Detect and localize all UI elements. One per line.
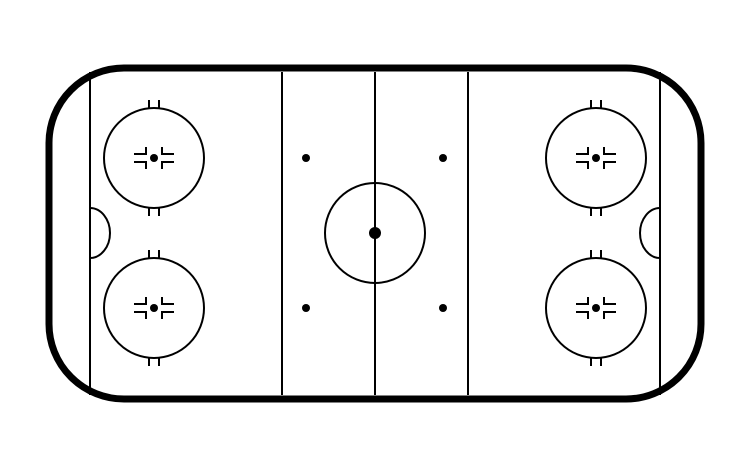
neutral-zone-spot-bottom-left: [302, 304, 310, 312]
faceoff-circle-top-right: [545, 100, 647, 216]
faceoff-circle-bottom-left: [103, 250, 205, 366]
goal-crease-left: [89, 207, 111, 259]
neutral-zone-spot-bottom-right: [439, 304, 447, 312]
neutral-zone-spot-top-right: [439, 154, 447, 162]
faceoff-circle-top-left: [103, 100, 205, 216]
goal-crease-right: [639, 207, 661, 259]
center-faceoff-spot: [369, 227, 381, 239]
center-faceoff-circle: [324, 182, 426, 284]
neutral-zone-spot-top-left: [302, 154, 310, 162]
faceoff-circle-bottom-right: [545, 250, 647, 366]
